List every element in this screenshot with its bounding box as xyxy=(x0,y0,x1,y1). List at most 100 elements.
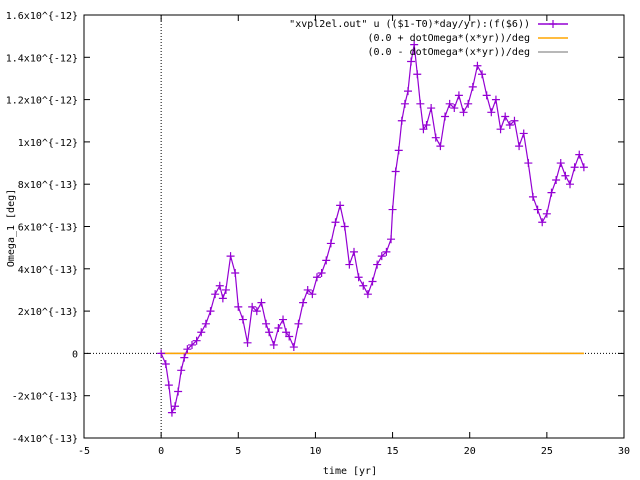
data-point xyxy=(575,150,584,159)
data-point xyxy=(312,273,321,282)
data-point xyxy=(427,104,436,113)
data-point xyxy=(482,91,491,100)
data-point xyxy=(388,205,397,214)
data-point xyxy=(206,307,215,316)
legend-label: (0.0 + dotOmega*(x*yr))/deg xyxy=(367,33,530,44)
data-point xyxy=(317,269,326,278)
data-point xyxy=(450,104,459,113)
x-ticks: -5 0 5 10 15 20 25 30 xyxy=(78,15,630,457)
data-point xyxy=(422,120,431,129)
data-point xyxy=(510,116,519,125)
data-point xyxy=(238,315,247,324)
data-point xyxy=(561,171,570,180)
data-point xyxy=(257,298,266,307)
data-point xyxy=(157,349,166,358)
data-point xyxy=(303,285,312,294)
data-point xyxy=(528,192,537,201)
data-point xyxy=(167,408,176,417)
y-tick-label: 1.4x10^{-12} xyxy=(6,53,78,64)
x-axis-label: time [yr] xyxy=(323,466,377,477)
data-point xyxy=(279,315,288,324)
data-point xyxy=(322,256,331,265)
data-point xyxy=(177,366,186,375)
data-point xyxy=(579,163,588,172)
data-point xyxy=(359,281,368,290)
y-tick-label: 2x10^{-13} xyxy=(18,307,78,318)
data-point xyxy=(215,281,224,290)
data-point xyxy=(211,290,220,299)
data-point xyxy=(496,125,505,134)
x-tick-label: 30 xyxy=(618,446,630,457)
data-point xyxy=(533,205,542,214)
data-point xyxy=(354,273,363,282)
data-point xyxy=(368,277,377,286)
x-tick-label: 25 xyxy=(541,446,553,457)
legend-label: "xvpl2el.out" u (($1-T0)*day/yr):(f($6)) xyxy=(289,19,530,30)
x-tick-label: 20 xyxy=(464,446,476,457)
x-tick-label: 15 xyxy=(387,446,399,457)
data-point xyxy=(382,247,391,256)
data-point xyxy=(407,57,416,66)
data-point xyxy=(538,218,547,227)
data-point xyxy=(441,112,450,121)
data-point xyxy=(431,133,440,142)
series-line xyxy=(160,44,585,415)
data-point xyxy=(231,269,240,278)
data-point xyxy=(478,70,487,79)
data-point xyxy=(547,188,556,197)
data-point xyxy=(556,159,565,168)
y-tick-label: 0 xyxy=(72,349,78,360)
data-point xyxy=(350,247,358,256)
data-point xyxy=(294,319,303,328)
x-tick-label: 5 xyxy=(235,446,241,457)
x-tick-label: 0 xyxy=(158,446,164,457)
plot-frame xyxy=(83,14,625,439)
data-point xyxy=(326,239,335,248)
y-tick-label: 1.6x10^{-12} xyxy=(6,11,78,22)
data-point xyxy=(416,99,425,108)
x-tick-label: -5 xyxy=(78,446,90,457)
data-point xyxy=(226,252,235,261)
data-point xyxy=(164,381,173,390)
data-point xyxy=(519,129,528,138)
data-point xyxy=(413,70,422,79)
series-group xyxy=(157,40,588,417)
data-point xyxy=(566,180,574,189)
data-point xyxy=(221,285,230,294)
data-point xyxy=(345,260,354,269)
x-tick-label: 10 xyxy=(309,446,321,457)
data-point xyxy=(464,99,473,108)
data-point xyxy=(515,142,524,151)
data-point xyxy=(436,142,445,151)
data-point xyxy=(391,167,400,176)
data-point xyxy=(192,336,201,345)
y-tick-label: 8x10^{-13} xyxy=(18,180,78,191)
data-point xyxy=(373,260,382,269)
data-point xyxy=(552,175,561,184)
y-tick-label: 1x10^{-12} xyxy=(18,138,78,149)
data-point xyxy=(505,120,514,129)
data-point xyxy=(243,338,252,347)
data-point xyxy=(299,298,308,307)
data-point xyxy=(289,343,298,352)
data-point xyxy=(197,328,206,337)
data-point xyxy=(400,99,409,108)
y-axis-label: Omega_1 [deg] xyxy=(6,189,17,267)
data-point xyxy=(404,87,412,96)
data-point xyxy=(454,91,463,100)
data-point xyxy=(394,146,403,155)
data-point xyxy=(570,163,579,172)
legend-marker xyxy=(549,20,557,28)
data-point xyxy=(336,201,345,210)
data-point xyxy=(397,116,406,125)
data-point xyxy=(180,353,189,362)
data-point xyxy=(445,99,454,108)
data-point xyxy=(285,332,294,341)
data-point xyxy=(308,290,317,299)
data-point xyxy=(171,402,180,411)
data-point xyxy=(363,290,372,299)
data-point xyxy=(501,112,510,121)
data-point xyxy=(473,61,482,70)
data-point xyxy=(491,95,500,104)
